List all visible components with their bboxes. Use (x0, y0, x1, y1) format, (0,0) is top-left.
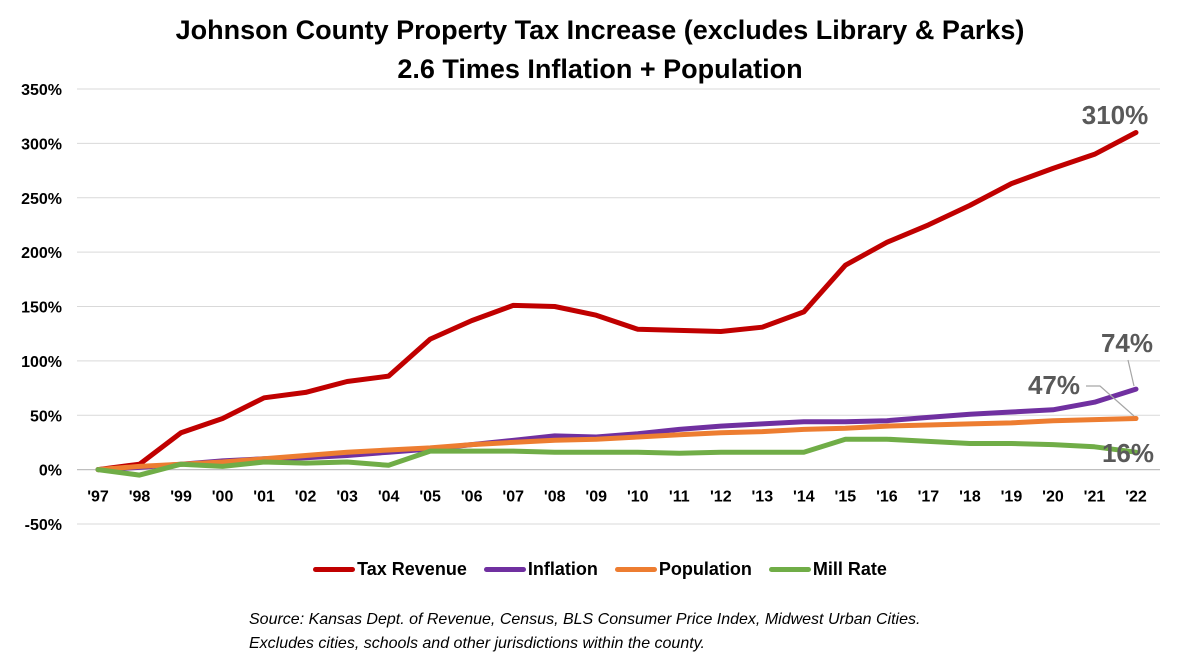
y-tick-label: 250% (21, 191, 62, 208)
x-tick-label: '13 (752, 489, 774, 506)
x-tick-label: '22 (1125, 489, 1147, 506)
legend-swatch-population (614, 567, 657, 572)
source-line-1: Source: Kansas Dept. of Revenue, Census,… (249, 611, 921, 628)
legend-label-tax-revenue: Tax Revenue (357, 559, 467, 579)
chart-subtitle: 2.6 Times Inflation + Population (397, 54, 803, 84)
legend-swatch-inflation (483, 567, 526, 572)
legend-item-population: Population (614, 559, 752, 580)
x-tick-label: '18 (959, 489, 981, 506)
x-tick-label: '05 (419, 489, 441, 506)
y-tick-label: 300% (21, 136, 62, 153)
source-note: Source: Kansas Dept. of Revenue, Census,… (249, 608, 920, 656)
legend-label-mill-rate: Mill Rate (812, 559, 887, 579)
x-tick-label: '12 (710, 489, 732, 506)
x-tick-label: '04 (378, 489, 400, 506)
legend-item-inflation: Inflation (483, 559, 598, 580)
leader-line-population (1086, 385, 1135, 417)
x-tick-label: '01 (253, 489, 275, 506)
x-tick-label: '08 (544, 489, 566, 506)
series-line-population (95, 416, 1139, 473)
legend: Tax Revenue Inflation Population Mill Ra… (0, 556, 1200, 580)
annotation-population-end: 47% (1028, 370, 1080, 400)
series-line-tax-revenue (95, 130, 1139, 473)
y-tick-label: 0% (39, 463, 62, 480)
x-tick-label: '03 (336, 489, 358, 506)
x-tick-label: '06 (461, 489, 483, 506)
legend-swatch-tax-revenue (313, 567, 356, 572)
x-tick-label: '97 (87, 489, 109, 506)
y-tick-label: 200% (21, 245, 62, 262)
leader-line-inflation (1127, 359, 1135, 387)
y-tick-label: -50% (25, 517, 62, 534)
legend-item-mill-rate: Mill Rate (768, 559, 887, 580)
legend-label-population: Population (658, 559, 752, 579)
y-tick-label: 100% (21, 354, 62, 371)
annotation-mill-rate-end: 16% (1102, 438, 1154, 468)
chart-title: Johnson County Property Tax Increase (ex… (175, 15, 1025, 45)
x-tick-label: '16 (876, 489, 898, 506)
x-tick-label: '17 (918, 489, 940, 506)
x-tick-label: '20 (1042, 489, 1064, 506)
x-tick-label: '15 (835, 489, 857, 506)
x-tick-label: '19 (1001, 489, 1023, 506)
x-tick-label: '09 (585, 489, 607, 506)
y-tick-label: 50% (30, 408, 62, 425)
legend-item-tax-revenue: Tax Revenue (313, 559, 467, 580)
annotation-inflation-end: 74% (1101, 328, 1153, 358)
y-tick-label: 350% (21, 82, 62, 99)
annotation-tax-revenue-end: 310% (1082, 100, 1149, 130)
x-tick-label: '11 (669, 489, 690, 506)
x-tick-label: '98 (129, 489, 151, 506)
source-line-2: Excludes cities, schools and other juris… (249, 635, 705, 652)
legend-label-inflation: Inflation (527, 559, 598, 579)
x-tick-label: '21 (1084, 489, 1106, 506)
x-tick-label: '10 (627, 489, 649, 506)
series-line-mill-rate (95, 436, 1139, 478)
y-tick-label: 150% (21, 300, 62, 317)
x-tick-label: '02 (295, 489, 317, 506)
legend-swatch-mill-rate (768, 567, 811, 572)
x-tick-label: '14 (793, 489, 815, 506)
x-tick-label: '07 (502, 489, 524, 506)
x-tick-label: '00 (212, 489, 234, 506)
x-tick-label: '99 (170, 489, 192, 506)
